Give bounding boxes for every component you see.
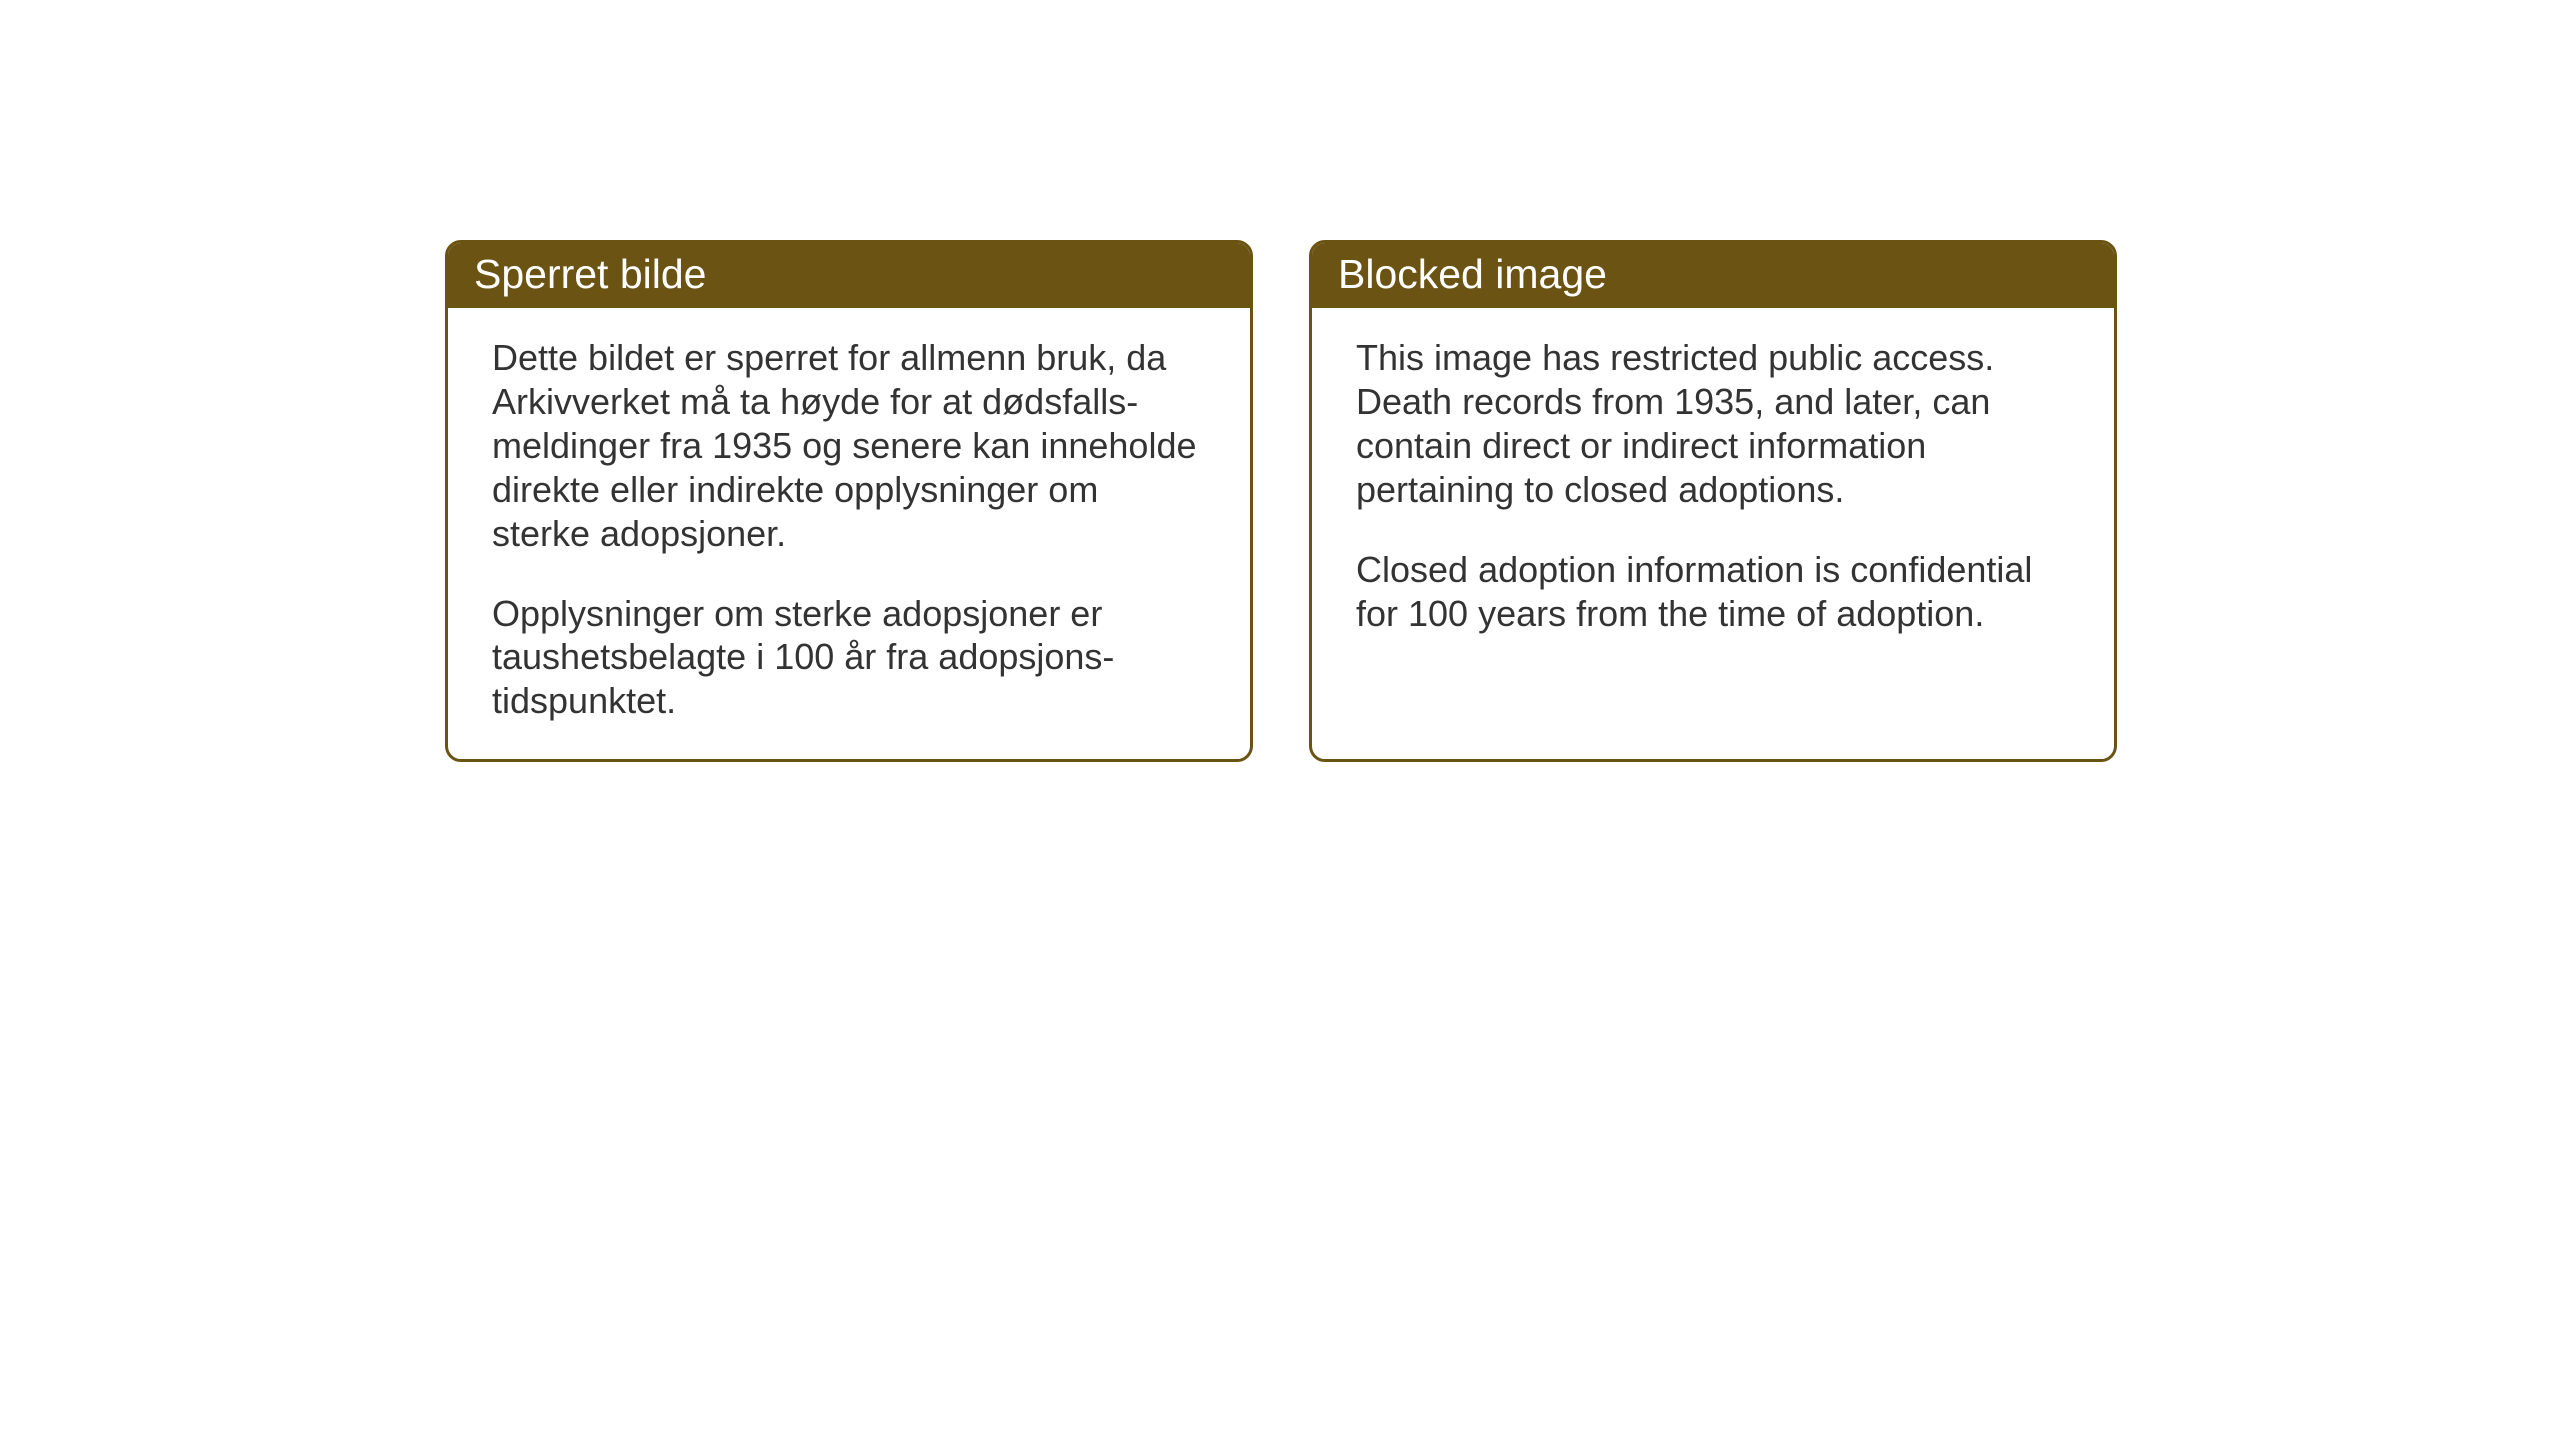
english-card-body: This image has restricted public access.… — [1312, 308, 2114, 671]
english-notice-card: Blocked image This image has restricted … — [1309, 240, 2117, 762]
norwegian-card-title: Sperret bilde — [448, 243, 1250, 308]
norwegian-paragraph-2: Opplysninger om sterke adopsjoner er tau… — [492, 592, 1206, 724]
norwegian-notice-card: Sperret bilde Dette bildet er sperret fo… — [445, 240, 1253, 762]
norwegian-card-body: Dette bildet er sperret for allmenn bruk… — [448, 308, 1250, 759]
notice-container: Sperret bilde Dette bildet er sperret fo… — [445, 240, 2117, 762]
norwegian-paragraph-1: Dette bildet er sperret for allmenn bruk… — [492, 336, 1206, 556]
english-paragraph-2: Closed adoption information is confident… — [1356, 548, 2070, 636]
english-paragraph-1: This image has restricted public access.… — [1356, 336, 2070, 512]
english-card-title: Blocked image — [1312, 243, 2114, 308]
